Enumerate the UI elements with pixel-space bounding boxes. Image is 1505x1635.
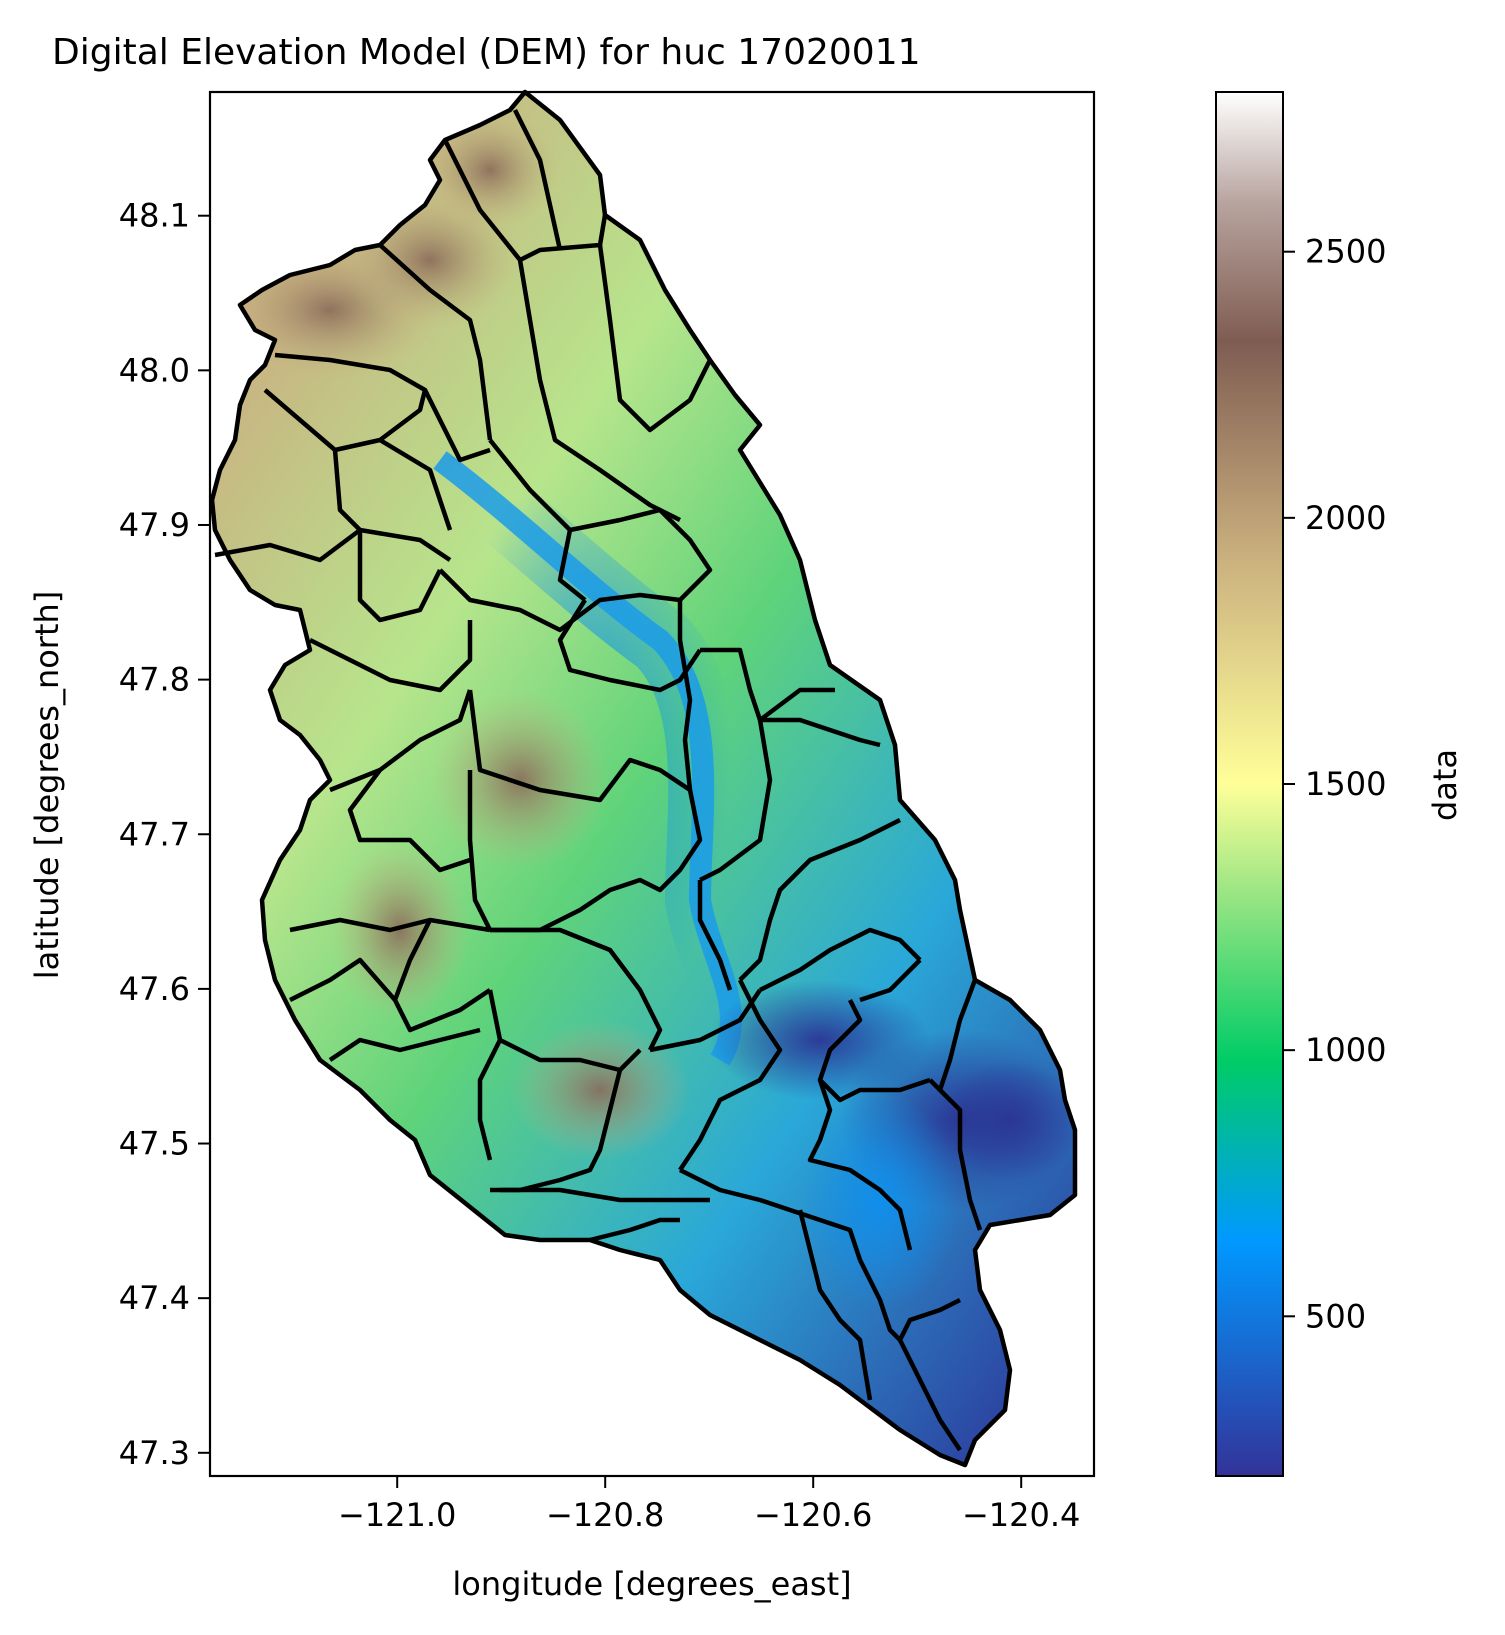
colorbar-tick-label: 1500 [1305, 765, 1386, 803]
y-tick-label: 48.0 [119, 351, 190, 389]
colorbar-ticks: 500 1000 1500 2000 2500 [1283, 233, 1386, 1335]
colorbar: 500 1000 1500 2000 2500 data [1215, 91, 1464, 1477]
y-axis-ticks: 47.3 47.4 47.5 47.6 47.7 47.8 47.9 48.0 48.1 [119, 197, 210, 1472]
x-tick-label: −120.6 [754, 1496, 872, 1534]
y-axis-label: latitude [degrees_north] [28, 591, 66, 980]
y-tick-label: 47.5 [119, 1125, 190, 1163]
colorbar-tick-label: 2500 [1305, 233, 1386, 271]
y-tick-label: 47.3 [119, 1434, 190, 1472]
x-tick-label: −121.0 [338, 1496, 456, 1534]
y-tick-label: 48.1 [119, 197, 190, 235]
map-title: Digital Elevation Model (DEM) for huc 17… [52, 32, 921, 73]
y-tick-label: 47.7 [119, 815, 190, 853]
y-tick-label: 47.6 [119, 970, 190, 1008]
colorbar-tick-label: 500 [1305, 1297, 1366, 1335]
colorbar-gradient [1215, 91, 1284, 1477]
x-axis-ticks: −121.0 −120.8 −120.6 −120.4 [338, 1476, 1080, 1534]
y-tick-label: 47.4 [119, 1279, 190, 1317]
map-axes-frame [208, 90, 1096, 1478]
y-tick-label: 47.8 [119, 661, 190, 699]
subbasin-boundaries [209, 89, 1078, 1468]
colorbar-label: data [1426, 749, 1464, 821]
x-axis-label: longitude [degrees_east] [452, 1565, 851, 1603]
colorbar-tick-label: 1000 [1305, 1031, 1386, 1069]
y-tick-label: 47.9 [119, 506, 190, 544]
x-tick-label: −120.8 [546, 1496, 664, 1534]
colorbar-tick-label: 2000 [1305, 499, 1386, 537]
x-tick-label: −120.4 [962, 1496, 1080, 1534]
